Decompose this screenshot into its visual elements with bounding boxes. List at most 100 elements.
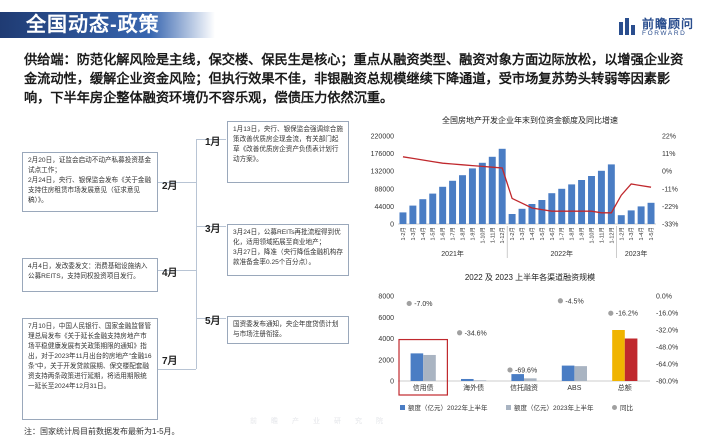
month-label-apr: 4月 — [162, 268, 178, 279]
bar-2022 — [511, 374, 524, 381]
logo-text-cn: 前瞻顾问 — [642, 17, 695, 31]
page-header: 全国动态-政策 前瞻顾问 FORWARD — [0, 0, 710, 44]
year-label: 2021年 — [441, 249, 464, 258]
x-tick-label: 1-4月 — [420, 227, 427, 240]
event-box-may: 国资委发布通知，央企年度贷债计划与市场注册衔接。 — [227, 316, 349, 344]
bar — [528, 204, 536, 224]
y2-tick-label: -11% — [662, 186, 678, 193]
y2-tick-label: 22% — [662, 134, 676, 141]
yoy-point — [457, 330, 463, 336]
event-box-jul: 7月10日，中国人民银行、国家金融监督管理总局发布《关于延长金融支持房地产市场平… — [22, 318, 158, 420]
x-tick-label: 1-12月 — [608, 227, 615, 244]
page-title: 全国动态-政策 — [26, 14, 160, 36]
bar — [478, 162, 486, 224]
bar — [568, 184, 576, 224]
y2-tick-label: -80.0% — [656, 379, 678, 386]
yoy-point — [507, 367, 513, 373]
y2-tick-label: 11% — [662, 151, 676, 158]
bar-2023 — [624, 338, 638, 381]
chart1-title: 全国房地产开发企业年末到位资金额度及同比增速 — [442, 116, 618, 125]
x-tick-label: 1-4月 — [529, 227, 536, 240]
x-tick-label: 总额 — [618, 383, 632, 392]
legend-swatch — [400, 405, 405, 410]
legend-label: 额度（亿元）2022年上半年 — [408, 403, 488, 412]
bar — [538, 200, 546, 224]
yoy-data-label: -16.2% — [616, 311, 638, 318]
bar-2022 — [461, 378, 474, 381]
x-tick-label: 1-6月 — [549, 227, 556, 240]
x-tick-label: 1-9月 — [579, 227, 586, 240]
x-tick-label: 1-7月 — [450, 227, 457, 240]
timeline-connector — [158, 182, 196, 183]
bar — [459, 175, 466, 224]
month-label-feb: 2月 — [162, 181, 178, 192]
y2-tick-label: 0.0% — [656, 294, 672, 301]
timeline-connector — [196, 318, 226, 319]
y-tick-label: 88000 — [375, 186, 395, 193]
x-tick-label: 1-11月 — [598, 227, 605, 243]
bar — [647, 202, 655, 224]
chart2-title: 2022 及 2023 上半年各渠道融资规模 — [464, 273, 596, 282]
legend-label: 同比 — [620, 403, 634, 412]
summary-paragraph: 供给端：防范化解风险是主线，保交楼、保民生是核心；重点从融资类型、融资对象方面边… — [24, 52, 684, 105]
bar — [558, 188, 566, 224]
event-box-mar: 3月24日，公募REITs再批流程得到优化，适用领域拓展至商业地产； 3月27日… — [227, 224, 349, 276]
bar — [508, 214, 516, 224]
x-tick-label: 1-2月 — [618, 227, 625, 240]
y2-tick-label: -33% — [662, 222, 678, 229]
x-tick-label: 1-5月 — [430, 227, 437, 240]
legend-swatch — [612, 405, 617, 410]
x-tick-label: 1-4月 — [638, 227, 645, 240]
bar — [597, 170, 605, 224]
bar — [637, 206, 645, 224]
year-label: 2022年 — [550, 249, 573, 258]
y-tick-label: 6000 — [378, 315, 394, 322]
y2-tick-label: 0% — [662, 169, 672, 176]
y-tick-label: 8000 — [378, 294, 394, 301]
x-tick-label: 1-5月 — [539, 227, 546, 240]
x-tick-label: 1-8月 — [569, 227, 576, 240]
bar — [578, 180, 586, 224]
bar — [468, 168, 476, 224]
bar-2022 — [612, 330, 625, 381]
y-tick-label: 2000 — [378, 357, 394, 364]
bar-2022 — [410, 353, 424, 381]
event-box-apr: 4月4日，发改委发文：消费基础设施纳入公募REITS，支持同权投资项目发行。 — [22, 258, 158, 292]
month-label-jan: 1月 — [205, 137, 221, 148]
y-tick-label: 44000 — [375, 204, 395, 211]
bar-2023 — [524, 378, 537, 381]
bar — [518, 208, 526, 224]
timeline-connector — [158, 369, 196, 370]
bar — [548, 193, 556, 224]
bar-2023 — [473, 380, 487, 381]
y-tick-label: 220000 — [371, 134, 394, 141]
bar — [429, 193, 437, 224]
timeline-connector — [196, 139, 197, 369]
month-label-mar: 3月 — [205, 224, 221, 235]
x-tick-label: 1-11月 — [489, 227, 496, 243]
yoy-point — [608, 310, 614, 316]
x-tick-label: 1-2月 — [509, 227, 516, 240]
bar — [399, 212, 407, 224]
bar-2022 — [561, 365, 575, 381]
x-tick-label: 1-5月 — [648, 227, 655, 240]
chart2-channel-chart: 8000 6000 4000 2000 0 0.0% -16.0% -32.0% -48.0% -… — [378, 294, 678, 413]
month-label-may: 5月 — [205, 316, 221, 327]
legend-swatch — [506, 405, 511, 410]
x-tick-label: 1-8月 — [460, 227, 467, 240]
brand-logo: 前瞻顾问 FORWARD — [618, 14, 706, 42]
title-band — [0, 12, 215, 38]
y-tick-label: 0 — [390, 379, 394, 386]
yoy-data-label: -7.0% — [414, 301, 432, 308]
event-box-feb: 2月20日，证监会启动不动产私募投资基金试点工作； 2月24日，央行、银保监会发… — [22, 152, 158, 212]
y2-tick-label: -48.0% — [656, 345, 678, 352]
x-tick-label: 1-10月 — [479, 227, 486, 244]
x-tick-label: 1-12月 — [499, 227, 506, 244]
x-tick-label: 信用债 — [413, 383, 434, 392]
logo-mark-icon — [619, 18, 635, 35]
bar — [419, 199, 427, 224]
y-tick-label: 176000 — [371, 151, 394, 158]
x-tick-label: 1-7月 — [559, 227, 566, 240]
x-tick-label: 1-9月 — [469, 227, 476, 240]
yoy-data-label: -34.6% — [465, 330, 487, 337]
